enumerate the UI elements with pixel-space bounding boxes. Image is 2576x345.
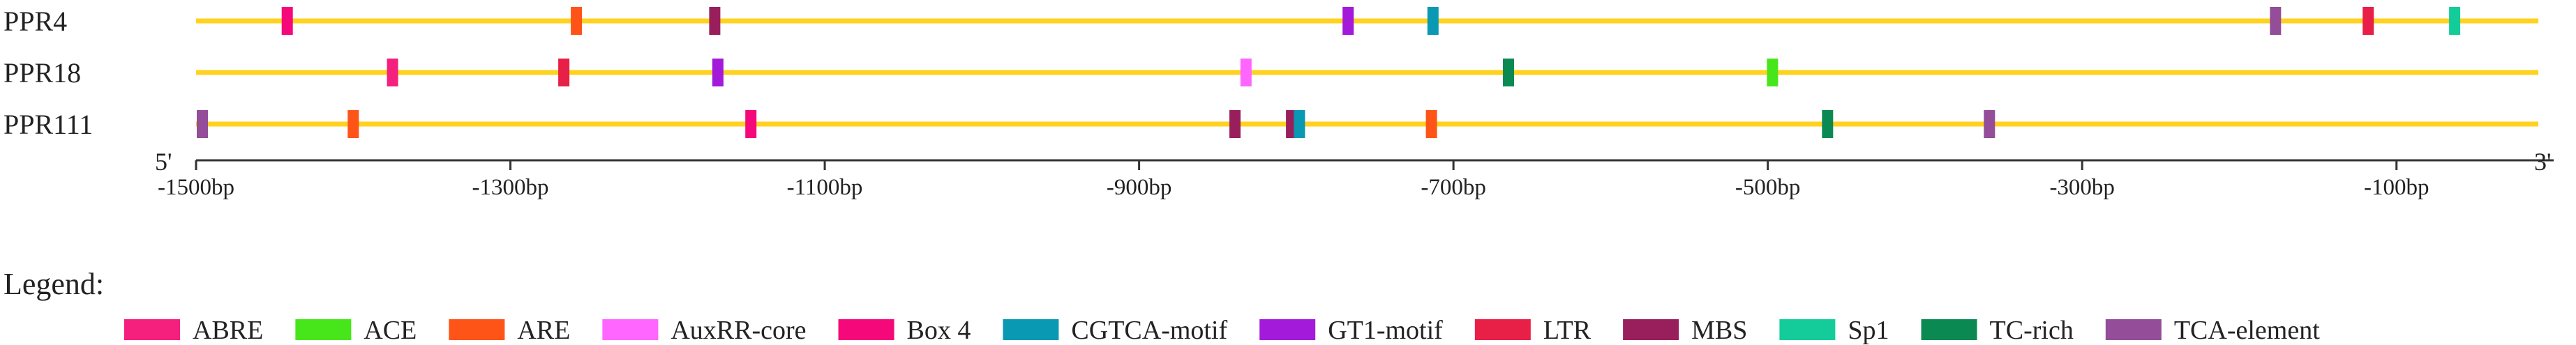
legend-swatch bbox=[602, 319, 659, 340]
legend-label: LTR bbox=[1543, 316, 1592, 345]
legend-item-ace: ACE bbox=[295, 316, 417, 345]
legend-label: AuxRR-core bbox=[671, 316, 806, 345]
axis-tick-label: -900bp bbox=[1107, 175, 1172, 200]
legend-swatch bbox=[1921, 319, 1977, 340]
motif-ltr bbox=[558, 59, 570, 86]
motif-mbs bbox=[709, 7, 721, 35]
motif-gt1-motif bbox=[1342, 7, 1354, 35]
axis-ticks: -1500bp -1300bp -1100bp -900bp -700bp -500bp -… bbox=[158, 160, 2429, 200]
legend-item-tc-rich: TC-rich bbox=[1921, 316, 2074, 345]
legend-swatch bbox=[1474, 319, 1531, 340]
legend-swatch bbox=[1779, 319, 1836, 340]
legend-item-box-4: Box 4 bbox=[838, 316, 971, 345]
motif-tca-element bbox=[1984, 110, 1995, 138]
legend-items: ABRE ACE ARE AuxRR-core Box 4 CGTCA-motif GT1-… bbox=[124, 316, 2320, 345]
axis-tick-label: -1100bp bbox=[787, 175, 863, 200]
gene-track-ppr111: PPR111 bbox=[3, 109, 2538, 140]
legend-title: Legend: bbox=[3, 267, 104, 301]
legend-label: TC-rich bbox=[1990, 316, 2074, 345]
motif-tca-element bbox=[2270, 7, 2282, 35]
motif-tc-rich bbox=[1503, 59, 1514, 86]
motif-auxrr-core bbox=[1240, 59, 1252, 86]
legend-item-sp1: Sp1 bbox=[1779, 316, 1889, 345]
motif-cgtca-motif bbox=[1427, 7, 1439, 35]
legend-swatch bbox=[838, 319, 894, 340]
axis-tick-label: -1500bp bbox=[158, 175, 234, 200]
gene-label: PPR18 bbox=[3, 57, 81, 89]
axis-tick-label: -500bp bbox=[1735, 175, 1801, 200]
motif-box-4 bbox=[745, 110, 757, 138]
gene-label: PPR4 bbox=[3, 6, 67, 37]
motif-ltr bbox=[2362, 7, 2374, 35]
legend-swatch bbox=[1259, 319, 1316, 340]
axis-tick-label: -1300bp bbox=[472, 175, 549, 200]
motif-sp1 bbox=[2449, 7, 2461, 35]
motif-tc-rich bbox=[1822, 110, 1834, 138]
motif-tca-element bbox=[197, 110, 208, 138]
motif-gt1-motif bbox=[712, 59, 724, 86]
legend-label: ACE bbox=[364, 316, 417, 345]
motif-abre bbox=[387, 59, 398, 86]
motif-are bbox=[571, 7, 583, 35]
axis-tick-label: -100bp bbox=[2364, 175, 2429, 200]
gene-track-ppr4: PPR4 bbox=[3, 6, 2538, 37]
gene-track-ppr18: PPR18 bbox=[3, 57, 2538, 89]
axis-tick-label: -300bp bbox=[2049, 175, 2115, 200]
legend-item-auxrr-core: AuxRR-core bbox=[602, 316, 807, 345]
axis-tick-label: -700bp bbox=[1421, 175, 1486, 200]
three-prime-label: 3' bbox=[2534, 148, 2552, 176]
five-prime-label: 5' bbox=[155, 148, 172, 176]
gene-label: PPR111 bbox=[3, 109, 93, 140]
legend-item-mbs: MBS bbox=[1623, 316, 1747, 345]
legend-label: Sp1 bbox=[1848, 316, 1889, 345]
legend-label: MBS bbox=[1691, 316, 1747, 345]
legend-label: ARE bbox=[517, 316, 570, 345]
legend-swatch bbox=[124, 319, 180, 340]
motif-are bbox=[347, 110, 359, 138]
legend-item-ltr: LTR bbox=[1474, 316, 1592, 345]
legend-item-abre: ABRE bbox=[124, 316, 263, 345]
legend-item-gt1-motif: GT1-motif bbox=[1259, 316, 1443, 345]
legend-label: CGTCA-motif bbox=[1071, 316, 1227, 345]
motif-box-4 bbox=[281, 7, 293, 35]
legend-label: GT1-motif bbox=[1328, 316, 1443, 345]
motif-are bbox=[1425, 110, 1437, 138]
legend-item-tca-element: TCA-element bbox=[2105, 316, 2320, 345]
legend-swatch bbox=[295, 319, 352, 340]
legend-swatch bbox=[1623, 319, 1679, 340]
motif-ace bbox=[1767, 59, 1779, 86]
legend-swatch bbox=[449, 319, 505, 340]
legend: Legend: ABRE ACE ARE AuxRR-core Box 4 CGTCA-m… bbox=[3, 267, 2320, 345]
gene-tracks: PPR4 PPR18 PPR111 bbox=[3, 6, 2538, 140]
legend-label: Box 4 bbox=[907, 316, 971, 345]
legend-label: ABRE bbox=[193, 316, 263, 345]
legend-item-cgtca-motif: CGTCA-motif bbox=[1003, 316, 1228, 345]
legend-swatch bbox=[2105, 319, 2162, 340]
position-axis: 5' 3' -1500bp -1300bp -1100bp -900bp -700bp -… bbox=[155, 148, 2554, 200]
motif-mbs bbox=[1229, 110, 1241, 138]
legend-item-are: ARE bbox=[449, 316, 570, 345]
legend-label: TCA-element bbox=[2174, 316, 2320, 345]
motif-cgtca-motif bbox=[1294, 110, 1305, 138]
legend-swatch bbox=[1003, 319, 1059, 340]
